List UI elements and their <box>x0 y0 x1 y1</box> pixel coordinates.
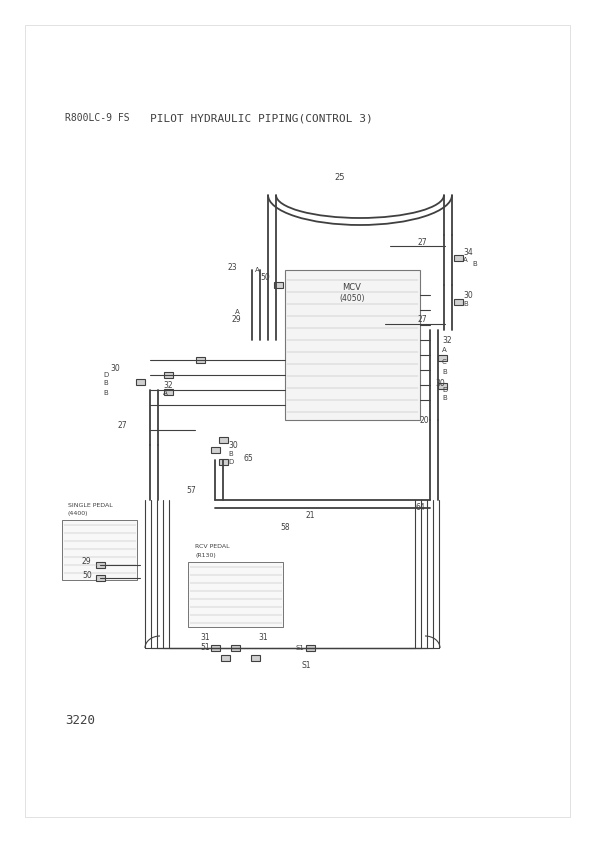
Bar <box>437 355 446 361</box>
Text: 23: 23 <box>228 264 237 273</box>
Text: A: A <box>235 309 240 315</box>
Text: R800LC-9 FS: R800LC-9 FS <box>65 113 130 123</box>
Text: RCV PEDAL: RCV PEDAL <box>195 545 230 550</box>
Text: B: B <box>228 451 233 457</box>
Bar <box>437 383 446 389</box>
Bar <box>188 562 283 627</box>
Bar <box>164 372 173 378</box>
Text: 3220: 3220 <box>65 713 95 727</box>
Text: 20: 20 <box>420 415 430 424</box>
Text: 32: 32 <box>163 381 173 390</box>
Bar <box>305 645 315 651</box>
Text: 29: 29 <box>82 557 92 567</box>
Text: B: B <box>472 261 477 267</box>
Text: A: A <box>163 390 168 396</box>
Text: B: B <box>463 301 468 307</box>
Text: 32: 32 <box>442 335 452 344</box>
Text: PILOT HYDRAULIC PIPING(CONTROL 3): PILOT HYDRAULIC PIPING(CONTROL 3) <box>150 113 372 123</box>
Text: B: B <box>442 369 447 375</box>
Text: A: A <box>255 267 260 273</box>
Bar <box>136 379 145 385</box>
Text: 58: 58 <box>280 524 290 532</box>
Text: 34: 34 <box>463 248 473 257</box>
Text: 57: 57 <box>186 486 196 494</box>
Bar <box>196 357 205 363</box>
Text: B: B <box>103 390 108 396</box>
Text: 30: 30 <box>463 291 473 301</box>
Text: MCV: MCV <box>343 284 361 292</box>
Text: (R130): (R130) <box>195 553 216 558</box>
Bar <box>250 655 259 661</box>
Text: (4400): (4400) <box>68 511 89 516</box>
Text: (4050): (4050) <box>339 294 365 302</box>
Text: 31: 31 <box>258 633 268 642</box>
Bar <box>230 645 240 651</box>
Bar <box>96 562 105 568</box>
Text: 25: 25 <box>335 173 345 182</box>
Bar <box>285 270 420 420</box>
Text: 51: 51 <box>200 643 209 653</box>
Text: B: B <box>103 380 108 386</box>
Bar <box>62 520 137 580</box>
Bar <box>453 255 462 261</box>
Text: 50: 50 <box>260 274 270 283</box>
Text: 27: 27 <box>118 420 127 429</box>
Text: 27: 27 <box>418 237 428 247</box>
Bar <box>164 389 173 395</box>
Text: SINGLE PEDAL: SINGLE PEDAL <box>68 503 112 508</box>
Text: 64: 64 <box>415 503 425 511</box>
Text: B: B <box>442 395 447 401</box>
Bar <box>218 459 227 465</box>
Bar <box>221 655 230 661</box>
Text: 29: 29 <box>232 316 242 324</box>
Bar <box>211 645 220 651</box>
Bar <box>211 447 220 453</box>
Bar <box>453 299 462 305</box>
Text: D: D <box>103 372 108 378</box>
Text: S1: S1 <box>295 645 304 651</box>
Bar <box>96 575 105 581</box>
Text: 27: 27 <box>418 316 428 324</box>
Text: 65: 65 <box>244 454 253 462</box>
Text: 50: 50 <box>82 571 92 579</box>
Text: A: A <box>463 257 468 263</box>
Text: 21: 21 <box>305 511 315 520</box>
Text: 30: 30 <box>110 364 120 372</box>
Text: 30: 30 <box>435 379 444 387</box>
Bar <box>274 282 283 288</box>
Text: D: D <box>228 459 233 465</box>
Text: C: C <box>442 359 447 365</box>
Text: 31: 31 <box>200 633 209 642</box>
Text: 30: 30 <box>228 440 238 450</box>
Bar <box>218 437 227 443</box>
Text: A: A <box>442 347 447 353</box>
Text: S1: S1 <box>302 660 312 669</box>
Text: D: D <box>442 387 447 393</box>
